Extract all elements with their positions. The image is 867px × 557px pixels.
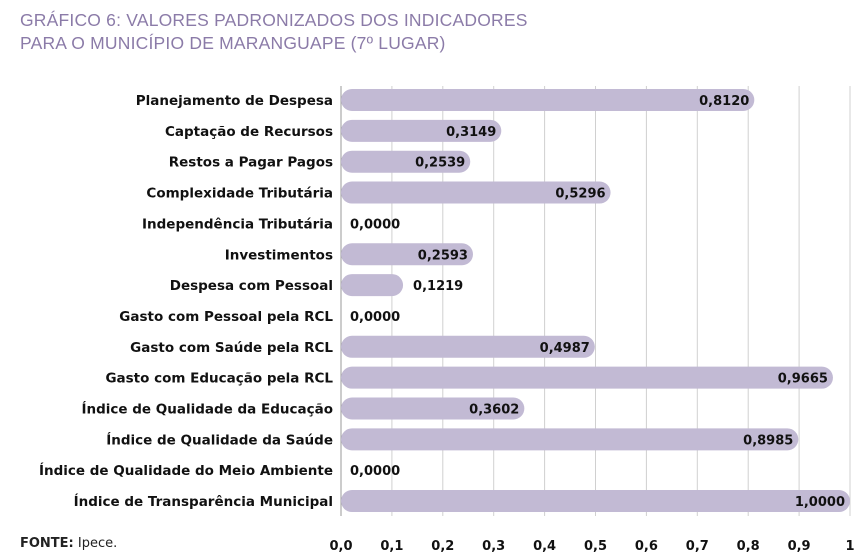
- x-tick-label: 0,7: [686, 539, 709, 554]
- value-label: 0,2593: [418, 248, 468, 263]
- category-label: Índice de Qualidade da Saúde: [106, 431, 333, 448]
- value-label: 0,8120: [699, 94, 749, 109]
- value-label: 0,0000: [350, 310, 400, 325]
- value-label: 1,0000: [795, 495, 845, 510]
- bar: [341, 366, 833, 389]
- category-label: Investimentos: [225, 247, 333, 263]
- source-note: FONTE: Ipece.: [20, 536, 117, 551]
- value-label: 0,3602: [469, 403, 519, 418]
- x-tick-label: 0,3: [482, 539, 505, 554]
- x-tick-label: 0,8: [737, 539, 760, 554]
- bar: [341, 428, 799, 451]
- bar: [341, 335, 595, 358]
- x-tick-label: 0,0: [329, 539, 352, 554]
- value-label: 0,0000: [350, 464, 400, 479]
- x-tick-label: 0,9: [788, 539, 811, 554]
- category-label: Despesa com Pessoal: [170, 278, 333, 294]
- bar: [341, 490, 850, 513]
- category-label: Gasto com Educação pela RCL: [105, 371, 333, 387]
- bar: [341, 397, 525, 420]
- bar: [341, 181, 611, 204]
- value-label: 0,9665: [778, 372, 828, 387]
- chart-title-line2: PARA O MUNICÍPIO DE MARANGUAPE (7º LUGAR…: [20, 33, 446, 53]
- value-label: 0,5296: [555, 187, 605, 202]
- value-label: 0,1219: [413, 279, 463, 294]
- bar: [341, 89, 755, 111]
- category-label: Índice de Qualidade da Educação: [81, 401, 333, 418]
- category-label: Restos a Pagar Pagos: [169, 155, 333, 171]
- bar: [341, 150, 471, 173]
- value-label: 0,2539: [415, 156, 465, 171]
- category-label: Gasto com Saúde pela RCL: [130, 340, 333, 356]
- source-label: FONTE:: [20, 536, 74, 551]
- category-label: Complexidade Tributária: [146, 186, 333, 202]
- x-tick-label: 0,1: [380, 539, 403, 554]
- bar: [341, 243, 473, 266]
- x-tick-label: 0,5: [584, 539, 607, 554]
- category-label: Planejamento de Despesa: [136, 93, 333, 109]
- category-label: Gasto com Pessoal pela RCL: [119, 309, 333, 325]
- bar: [341, 274, 404, 297]
- value-label: 0,0000: [350, 217, 400, 232]
- category-label: Independência Tributária: [142, 216, 333, 232]
- chart-title-line1: GRÁFICO 6: VALORES PADRONIZADOS DOS INDI…: [20, 10, 528, 30]
- category-label: Captação de Recursos: [165, 124, 333, 140]
- x-tick-label: 0,4: [533, 539, 556, 554]
- category-label: Índice de Transparência Municipal: [74, 493, 333, 510]
- value-label: 0,4987: [540, 341, 590, 356]
- category-label: Índice de Qualidade do Meio Ambiente: [39, 462, 333, 479]
- source-text: Ipece.: [73, 536, 118, 551]
- value-label: 0,8985: [743, 433, 793, 448]
- value-label: 0,3149: [446, 125, 496, 140]
- bar: [341, 119, 502, 142]
- x-tick-label: 0,6: [635, 539, 658, 554]
- x-tick-label: 1: [845, 539, 854, 554]
- x-tick-label: 0,2: [431, 539, 454, 554]
